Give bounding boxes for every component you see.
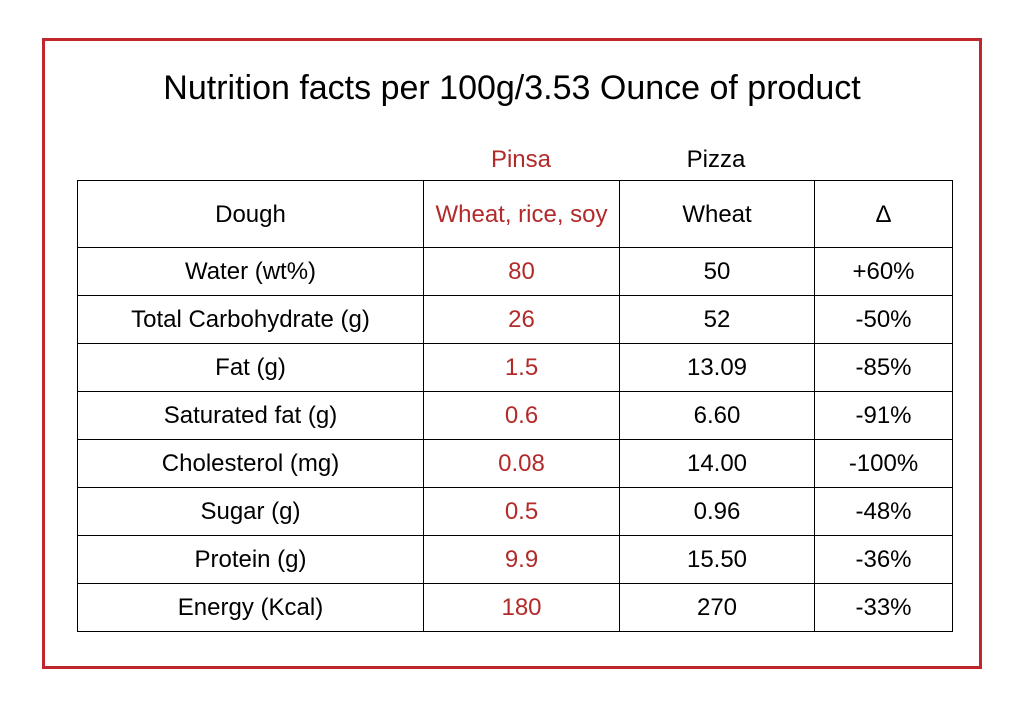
nutrient-label: Total Carbohydrate (g) <box>77 295 424 344</box>
table-row: Water (wt%) 80 50 +60% <box>77 247 953 296</box>
table-row: Saturated fat (g) 0.6 6.60 -91% <box>77 391 953 440</box>
nutrient-label: Cholesterol (mg) <box>77 439 424 488</box>
nutrient-label: Water (wt%) <box>77 247 424 296</box>
delta-value: -33% <box>814 583 953 632</box>
nutrient-label: Sugar (g) <box>77 487 424 536</box>
nutrient-label: Energy (Kcal) <box>77 583 424 632</box>
pinsa-dough-cell: Wheat, rice, soy <box>423 180 620 248</box>
pinsa-value: 26 <box>423 295 620 344</box>
pinsa-value: 1.5 <box>423 343 620 392</box>
pinsa-value: 0.08 <box>423 439 620 488</box>
page-title: Nutrition facts per 100g/3.53 Ounce of p… <box>163 69 861 107</box>
dough-label-cell: Dough <box>77 180 424 248</box>
table-row: Total Carbohydrate (g) 26 52 -50% <box>77 295 953 344</box>
delta-value: +60% <box>814 247 953 296</box>
pinsa-value: 9.9 <box>423 535 620 584</box>
pinsa-value: 0.6 <box>423 391 620 440</box>
table-row: Sugar (g) 0.5 0.96 -48% <box>77 487 953 536</box>
pinsa-value: 180 <box>423 583 620 632</box>
nutrient-label: Protein (g) <box>77 535 424 584</box>
delta-value: -85% <box>814 343 953 392</box>
slide-frame <box>42 38 982 669</box>
delta-header-cell: Δ <box>814 180 953 248</box>
nutrient-label: Fat (g) <box>77 343 424 392</box>
table-row: Fat (g) 1.5 13.09 -85% <box>77 343 953 392</box>
table-row: Protein (g) 9.9 15.50 -36% <box>77 535 953 584</box>
pizza-dough-cell: Wheat <box>619 180 815 248</box>
delta-value: -50% <box>814 295 953 344</box>
pizza-value: 15.50 <box>619 535 815 584</box>
pizza-value: 14.00 <box>619 439 815 488</box>
table-row: Cholesterol (mg) 0.08 14.00 -100% <box>77 439 953 488</box>
delta-value: -100% <box>814 439 953 488</box>
pinsa-value: 0.5 <box>423 487 620 536</box>
column-header-pinsa: Pinsa <box>490 146 552 173</box>
pizza-value: 50 <box>619 247 815 296</box>
pizza-value: 0.96 <box>619 487 815 536</box>
delta-value: -36% <box>814 535 953 584</box>
column-header-pizza: Pizza <box>686 146 746 173</box>
delta-value: -48% <box>814 487 953 536</box>
table-row: Energy (Kcal) 180 270 -33% <box>77 583 953 632</box>
table-header-row: Dough Wheat, rice, soy Wheat Δ <box>77 180 953 248</box>
pinsa-value: 80 <box>423 247 620 296</box>
delta-value: -91% <box>814 391 953 440</box>
pizza-value: 52 <box>619 295 815 344</box>
pizza-value: 270 <box>619 583 815 632</box>
pizza-value: 13.09 <box>619 343 815 392</box>
pizza-value: 6.60 <box>619 391 815 440</box>
nutrition-table: Dough Wheat, rice, soy Wheat Δ Water (wt… <box>77 180 953 632</box>
nutrient-label: Saturated fat (g) <box>77 391 424 440</box>
